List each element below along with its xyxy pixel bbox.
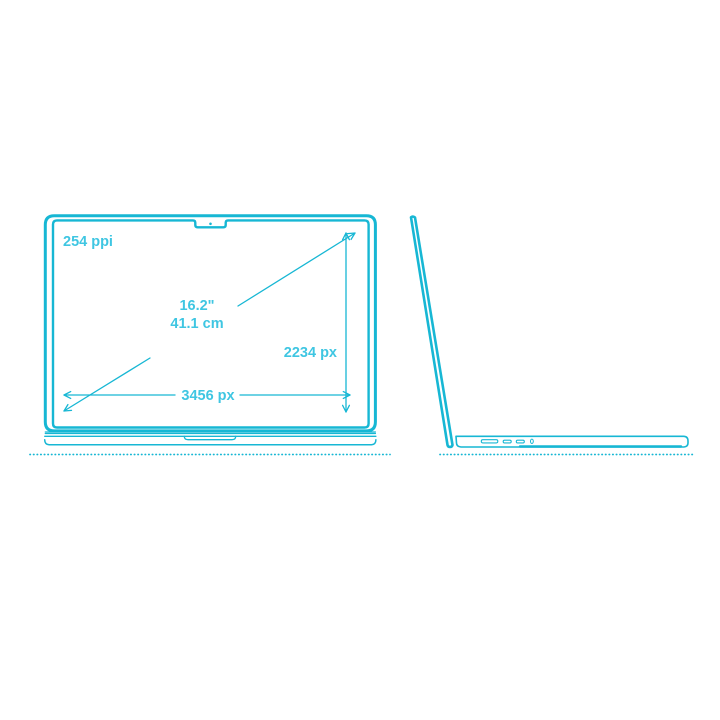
svg-text:3456 px: 3456 px bbox=[181, 388, 234, 404]
svg-text:2234 px: 2234 px bbox=[284, 345, 337, 361]
svg-text:254 ppi: 254 ppi bbox=[63, 234, 113, 250]
svg-text:41.1 cm: 41.1 cm bbox=[170, 316, 223, 332]
svg-text:16.2": 16.2" bbox=[179, 298, 214, 314]
